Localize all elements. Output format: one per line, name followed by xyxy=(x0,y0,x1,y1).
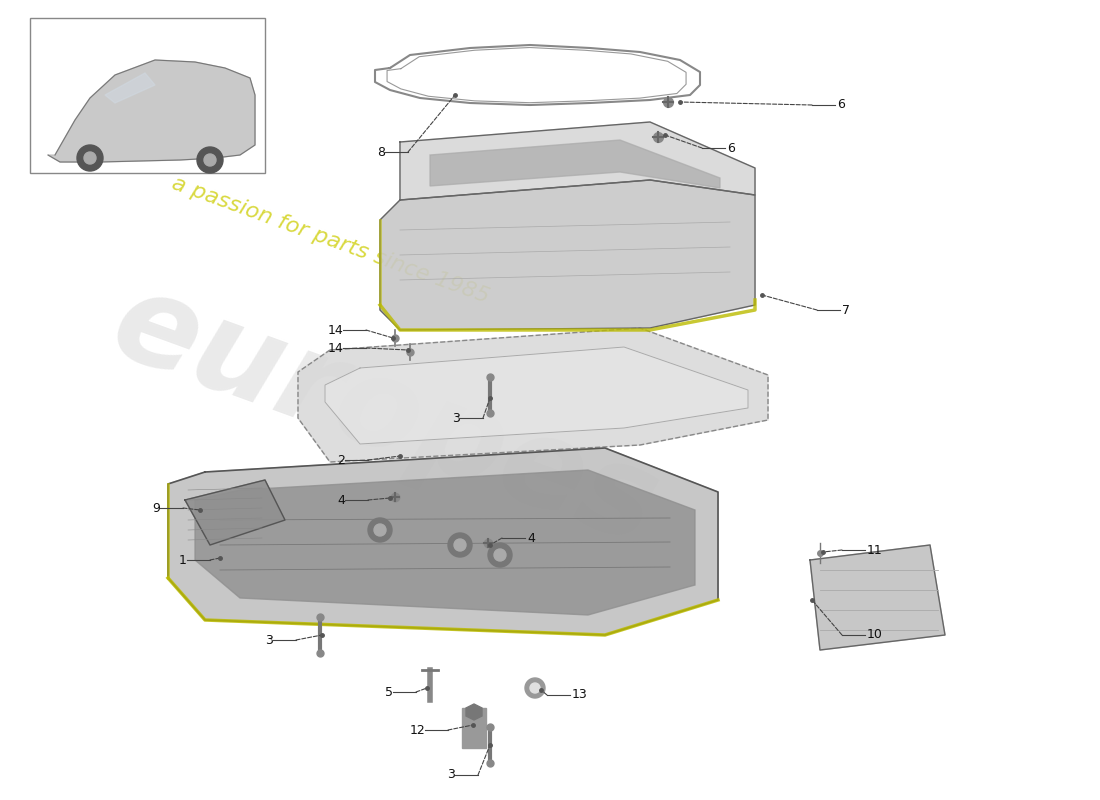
Text: 13: 13 xyxy=(572,689,587,702)
Text: 7: 7 xyxy=(842,303,850,317)
Circle shape xyxy=(530,683,540,693)
Polygon shape xyxy=(185,480,285,545)
Text: 3: 3 xyxy=(265,634,273,646)
Text: 6: 6 xyxy=(727,142,735,154)
Text: 4: 4 xyxy=(527,531,535,545)
Bar xyxy=(30,18,265,173)
Polygon shape xyxy=(430,140,720,188)
Text: 5: 5 xyxy=(385,686,393,698)
Polygon shape xyxy=(298,328,768,462)
Text: a passion for parts since 1985: a passion for parts since 1985 xyxy=(168,173,492,307)
Circle shape xyxy=(488,543,512,567)
Polygon shape xyxy=(168,448,718,635)
Circle shape xyxy=(204,154,216,166)
Polygon shape xyxy=(810,545,945,650)
Text: 3: 3 xyxy=(452,411,460,425)
Text: 3: 3 xyxy=(447,769,455,782)
Polygon shape xyxy=(466,704,482,720)
Polygon shape xyxy=(48,60,255,162)
Text: 2: 2 xyxy=(337,454,345,466)
Polygon shape xyxy=(379,180,755,330)
Circle shape xyxy=(197,147,223,173)
Circle shape xyxy=(77,145,103,171)
Text: 9: 9 xyxy=(152,502,160,514)
Text: 6: 6 xyxy=(837,98,845,111)
Bar xyxy=(462,708,486,748)
Circle shape xyxy=(368,518,392,542)
Polygon shape xyxy=(195,470,695,615)
Polygon shape xyxy=(104,73,155,103)
Text: 14: 14 xyxy=(328,323,343,337)
Text: 14: 14 xyxy=(328,342,343,354)
Circle shape xyxy=(84,152,96,164)
Polygon shape xyxy=(324,347,748,444)
Polygon shape xyxy=(400,122,755,200)
Circle shape xyxy=(448,533,472,557)
Text: 4: 4 xyxy=(337,494,345,506)
Circle shape xyxy=(454,539,466,551)
Circle shape xyxy=(494,549,506,561)
Text: 10: 10 xyxy=(867,629,883,642)
Text: 1: 1 xyxy=(179,554,187,566)
Text: europes: europes xyxy=(97,262,673,570)
Circle shape xyxy=(525,678,544,698)
Text: 11: 11 xyxy=(867,543,882,557)
Text: 8: 8 xyxy=(377,146,385,158)
Circle shape xyxy=(374,524,386,536)
Text: 12: 12 xyxy=(409,723,425,737)
